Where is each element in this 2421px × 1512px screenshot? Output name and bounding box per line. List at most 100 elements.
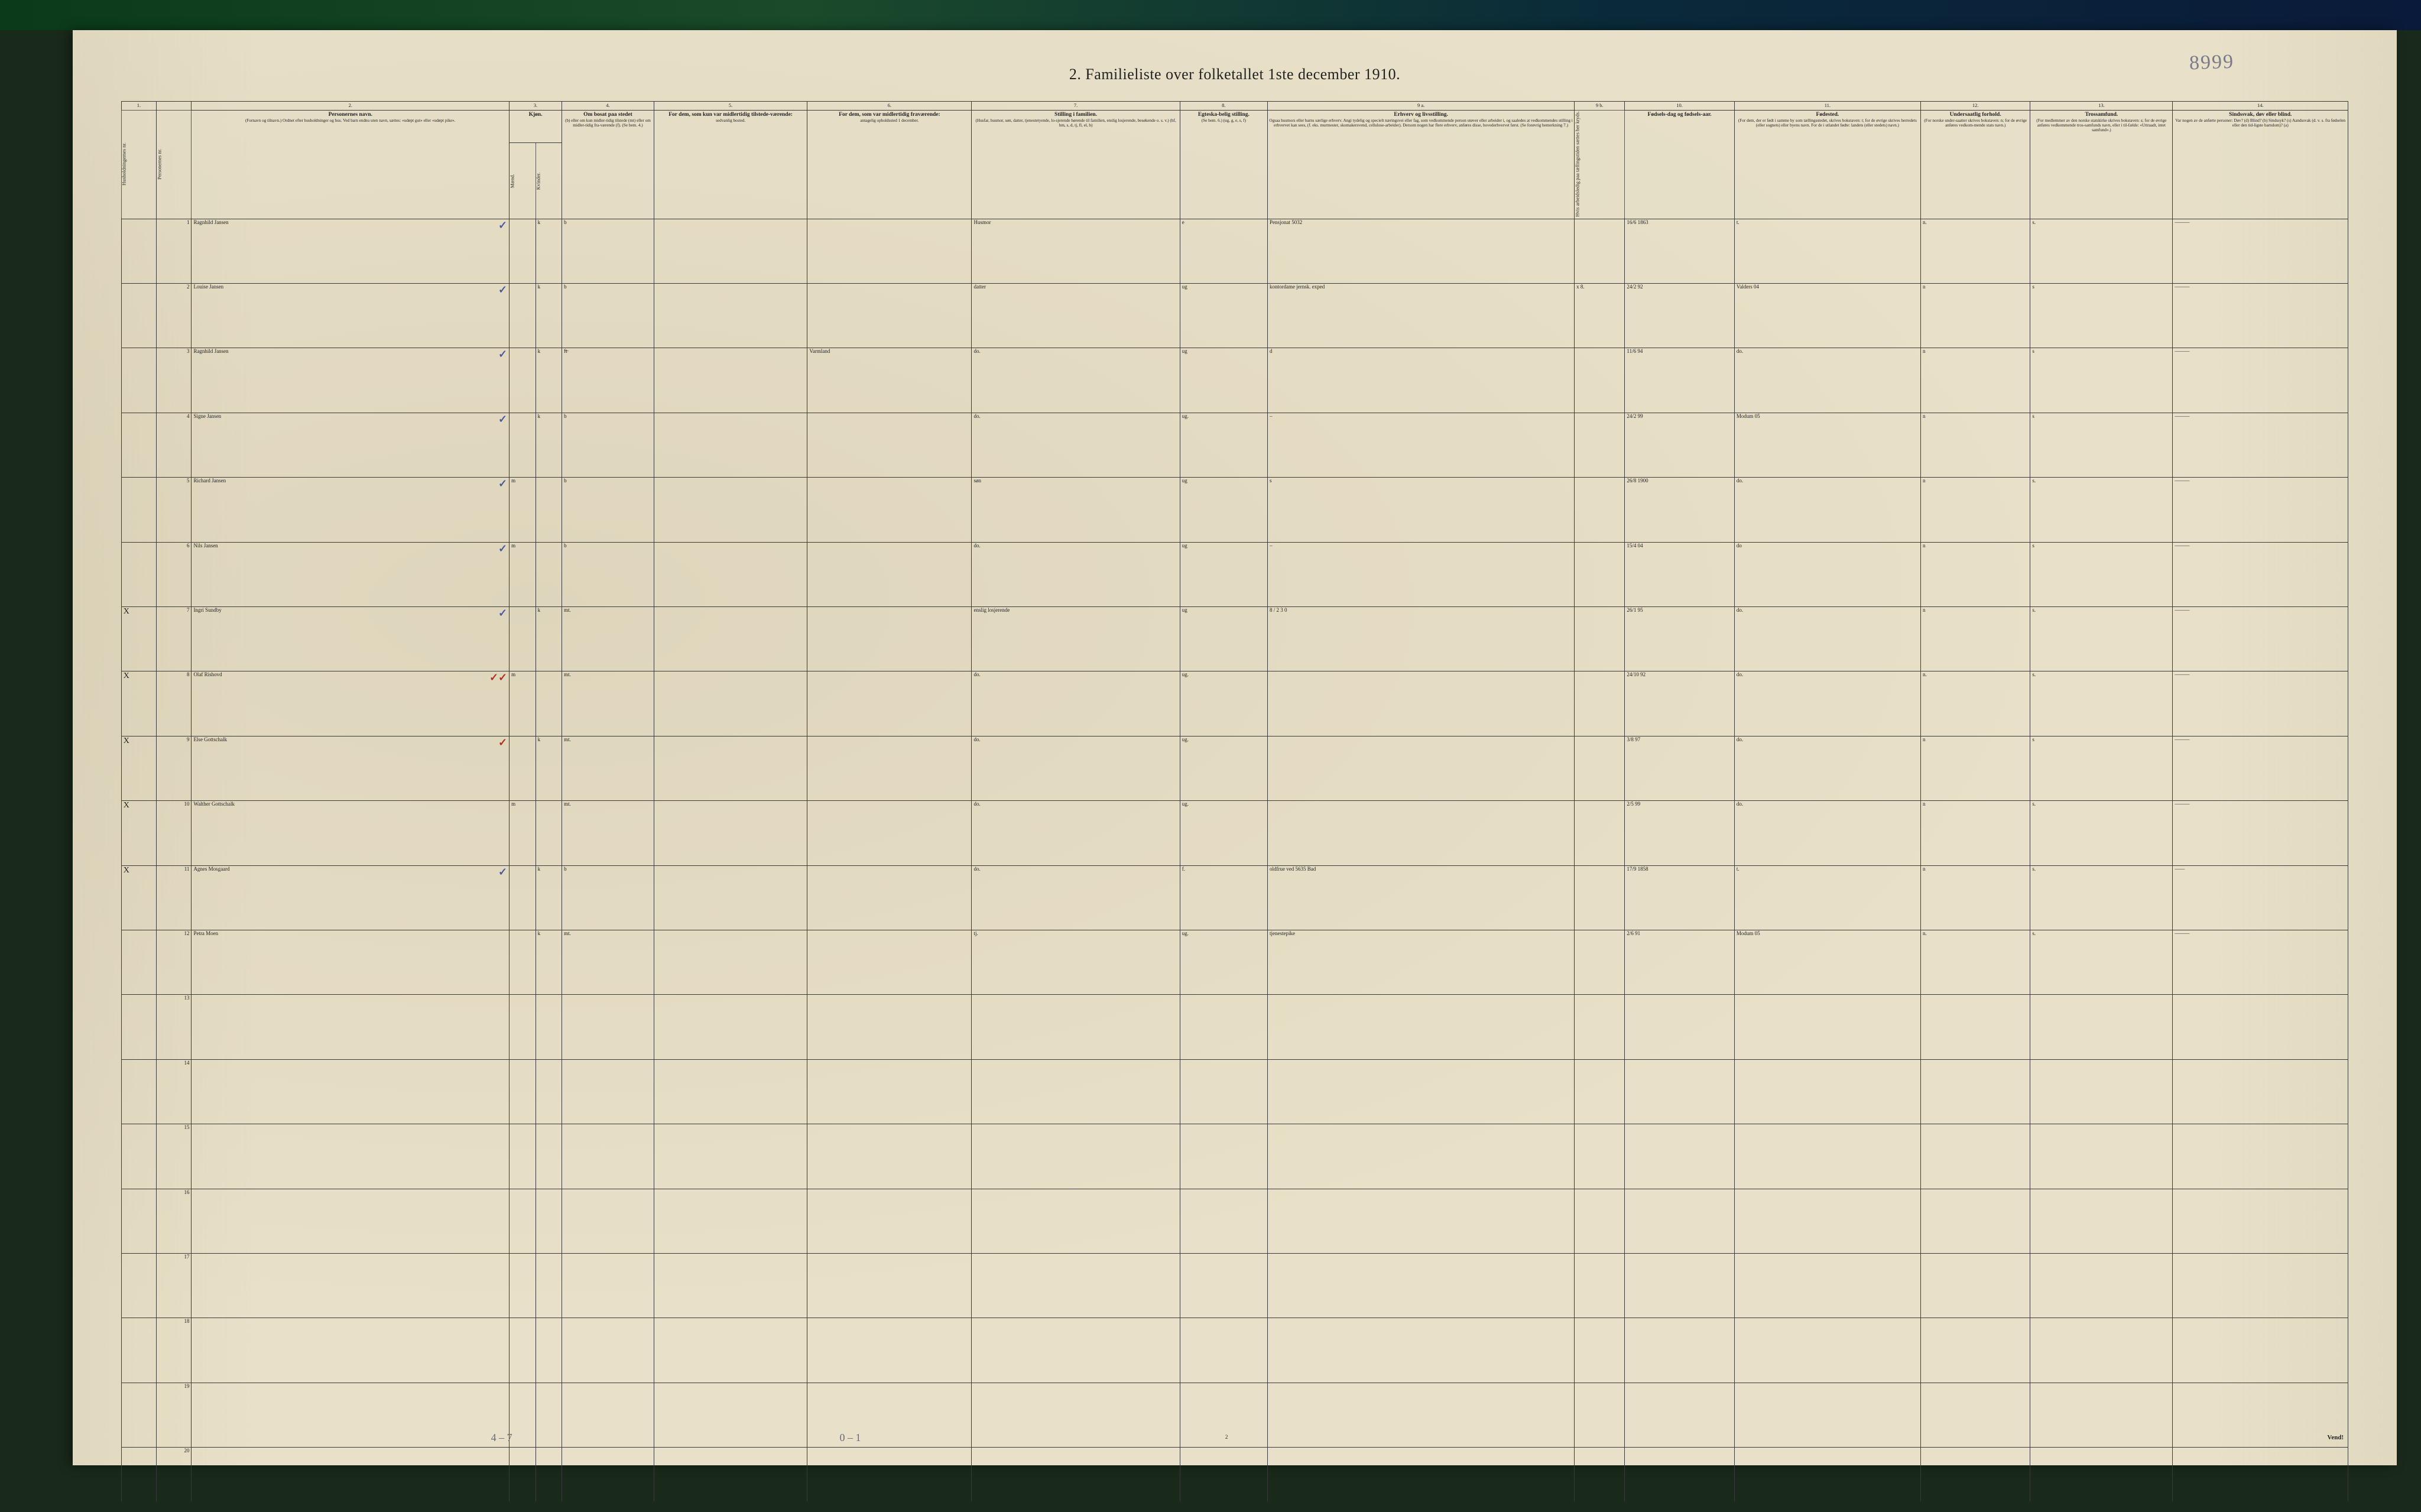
birthdate-cell: 2/5 99 [1625, 801, 1734, 865]
family-position-cell: enslig losjerende [972, 607, 1180, 671]
occupation-cell: oldfrue ved 5635 Bad [1268, 865, 1575, 930]
empty-cell [972, 1448, 1180, 1512]
col-head-occupation-sub: Ogsaa husmors eller barns særlige erhver… [1269, 119, 1573, 128]
empty-cell [1920, 1448, 2030, 1512]
sex-m-cell [509, 865, 536, 930]
disability-cell: ——— [2173, 219, 2348, 283]
col-head-temp-present-sub: sedvanlig bosted. [655, 119, 806, 124]
empty-cell [509, 1318, 536, 1383]
birthdate-cell: 26/8 1900 [1625, 478, 1734, 542]
empty-cell [121, 1253, 156, 1318]
table-row-empty: 15 [121, 1124, 2348, 1189]
table-row-empty: 17 [121, 1253, 2348, 1318]
empty-cell: 13 [157, 995, 192, 1059]
col-head-unemployed: Hvis arbeidsledig paa tællingstiden sætt… [1575, 110, 1625, 219]
nationality-cell: n. [1920, 219, 2030, 283]
col-num: 9 b. [1575, 102, 1625, 111]
footer-page-number: 2 [126, 1434, 2328, 1441]
col-num: 1. [121, 102, 156, 111]
residence-cell: b [562, 284, 654, 348]
unemployed-cell [1575, 736, 1625, 800]
occupation-cell [1268, 671, 1575, 736]
marital-status-cell: ug. [1180, 801, 1267, 865]
table-row-empty: 14 [121, 1059, 2348, 1124]
empty-cell [562, 1318, 654, 1383]
marital-status-cell: ug [1180, 542, 1267, 606]
person-nr-cell: 6 [157, 542, 192, 606]
religion-cell: s. [2030, 865, 2173, 930]
col-num: 9 a. [1268, 102, 1575, 111]
unemployed-cell [1575, 542, 1625, 606]
col-head-disability-sub: Var nogen av de anførte personer: Døv? (… [2174, 119, 2347, 128]
household-nr-cell [121, 348, 156, 413]
household-nr-cell [121, 413, 156, 477]
col-num: 13. [2030, 102, 2173, 111]
col-num: 11. [1734, 102, 1920, 111]
person-nr-cell: 9 [157, 736, 192, 800]
checkmark-icon: ✓ [498, 414, 507, 424]
residence-cell: b [562, 478, 654, 542]
sex-m-cell [509, 736, 536, 800]
family-position-cell: do. [972, 542, 1180, 606]
person-name: Signe Jansen [193, 413, 221, 419]
empty-cell [509, 1189, 536, 1253]
unemployed-cell [1575, 801, 1625, 865]
birthdate-cell: 17/9 1858 [1625, 865, 1734, 930]
birthdate-cell: 2/6 91 [1625, 930, 1734, 994]
usual-residence-cell [654, 607, 807, 671]
empty-cell [654, 1189, 807, 1253]
birthplace-cell: do. [1734, 801, 1920, 865]
sex-k-cell [536, 671, 562, 736]
usual-residence-cell [654, 284, 807, 348]
empty-cell [536, 1253, 562, 1318]
religion-cell: s. [2030, 671, 2173, 736]
unemployed-cell [1575, 413, 1625, 477]
table-row-empty: 16 [121, 1189, 2348, 1253]
unemployed-cell [1575, 671, 1625, 736]
name-cell: Richard Jansen ✓ [192, 478, 509, 542]
table-row: 3Ragnhild Jansen ✓kf̶t̶Varmlanddo.ugd11/… [121, 348, 2348, 413]
marital-status-cell: e [1180, 219, 1267, 283]
nationality-cell: n. [1920, 671, 2030, 736]
religion-cell: s. [2030, 478, 2173, 542]
whereabouts-cell [807, 865, 972, 930]
empty-cell [1920, 995, 2030, 1059]
residence-cell: b [562, 413, 654, 477]
marital-status-cell: ug. [1180, 671, 1267, 736]
unemployed-cell [1575, 607, 1625, 671]
col-num: 10. [1625, 102, 1734, 111]
empty-cell [562, 995, 654, 1059]
birthdate-cell: 11/6 94 [1625, 348, 1734, 413]
empty-cell [1268, 1448, 1575, 1512]
empty-cell [562, 1253, 654, 1318]
sex-k-cell: k [536, 413, 562, 477]
family-position-cell: do. [972, 801, 1180, 865]
empty-cell: 18 [157, 1318, 192, 1383]
birthdate-cell: 15/4 04 [1625, 542, 1734, 606]
occupation-cell: tjenestepike [1268, 930, 1575, 994]
col-head-temp-present: For dem, som kun var midlertidig tilsted… [654, 110, 807, 219]
person-name: Petra Moen [193, 930, 218, 936]
col-num: 6. [807, 102, 972, 111]
col-num [157, 102, 192, 111]
table-body: 1Ragnhild Jansen ✓kbHusmorePensjonat 503… [121, 219, 2348, 1512]
page-footer: 2 Vend! [121, 1434, 2348, 1441]
bottom-handwritten-note-2: 0 – 1 [839, 1432, 861, 1444]
whereabouts-cell [807, 478, 972, 542]
birthplace-cell: t. [1734, 865, 1920, 930]
sex-m-cell [509, 413, 536, 477]
sex-m-cell: m [509, 542, 536, 606]
table-row: X11Agnes Mosgaard ✓kbdo.f.oldfrue ved 56… [121, 865, 2348, 930]
person-name: Louise Jansen [193, 284, 223, 290]
empty-cell [509, 1253, 536, 1318]
birthdate-cell: 16/6 1863 [1625, 219, 1734, 283]
family-position-cell: do. [972, 348, 1180, 413]
empty-cell [192, 1059, 509, 1124]
col-head-sex-main: Kjøn. [509, 110, 562, 142]
empty-cell [972, 1124, 1180, 1189]
whereabouts-cell [807, 542, 972, 606]
empty-cell [1625, 1253, 1734, 1318]
name-cell: Olaf Rishovd ✓✓ [192, 671, 509, 736]
marital-status-cell: ug. [1180, 930, 1267, 994]
residence-cell: mt. [562, 930, 654, 994]
